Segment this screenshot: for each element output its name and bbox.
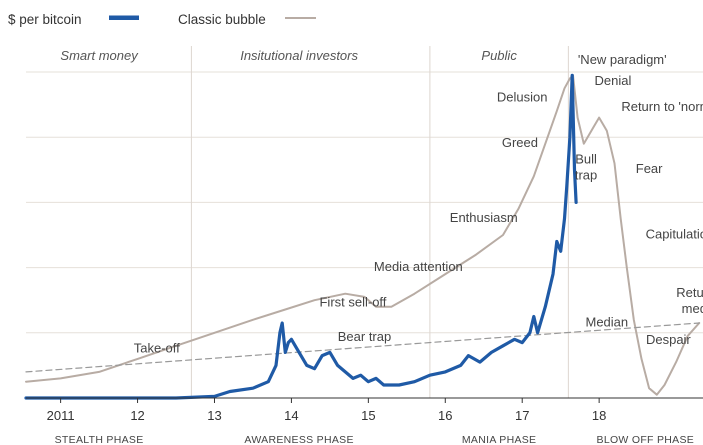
annotation-10: Bull	[575, 151, 597, 166]
x-tick-label-4: 15	[361, 408, 375, 423]
annotation-2: Bear trap	[338, 329, 391, 344]
x-tick-label-3: 14	[284, 408, 298, 423]
x-tick-label-0: 2011	[47, 408, 75, 423]
annotation-9: Return to 'normal'	[621, 99, 703, 114]
top-phase-label-0: Smart money	[60, 48, 139, 63]
top-phase-label-2: Public	[481, 48, 517, 63]
series-line--per-bitcoin	[24, 73, 578, 400]
series-line-median	[25, 322, 700, 373]
legend-btc-label: $ per bitcoin	[8, 12, 82, 27]
x-tick-label-2: 13	[207, 408, 221, 423]
x-tick-label-1: 12	[130, 408, 144, 423]
annotation-7: 'New paradigm'	[578, 52, 667, 67]
legend: $ per bitcoin Classic bubble	[8, 12, 316, 27]
annotation-5: Greed	[502, 135, 538, 150]
annotation-17: median	[682, 301, 703, 316]
top-phase-label-1: Insitutional investors	[240, 48, 358, 63]
annotation-13: Capitulation	[646, 226, 703, 241]
annotation-3: Media attention	[374, 259, 463, 274]
x-axis-ticks: 2011 12 13 14 15 16 17 18	[47, 398, 606, 423]
bottom-phase-labels: STEALTH PHASE AWARENESS PHASE MANIA PHASE B…	[55, 434, 694, 445]
annotation-0: Take-off	[134, 340, 180, 355]
annotation-14: Median	[586, 314, 629, 329]
annotation-8: Denial	[595, 73, 632, 88]
annotation-6: Delusion	[497, 89, 548, 104]
bottom-phase-label-3: BLOW OFF PHASE	[597, 434, 695, 445]
series-lines	[24, 73, 701, 400]
annotation-16: Return to	[676, 285, 703, 300]
annotation-11: trap	[575, 168, 597, 183]
legend-bubble-label: Classic bubble	[178, 12, 266, 27]
legend-btc-swatch	[109, 15, 139, 20]
annotation-1: First sell-off	[319, 295, 386, 310]
gridlines	[26, 71, 703, 334]
phase-dividers	[190, 46, 569, 398]
bottom-phase-label-0: STEALTH PHASE	[55, 434, 144, 445]
x-tick-label-6: 17	[515, 408, 529, 423]
stage-annotations: Take-off First sell-off Bear trap Media att…	[134, 52, 703, 356]
series-line-classic-bubble	[25, 74, 701, 396]
top-phase-labels: Smart money Insitutional investors Public	[60, 48, 517, 63]
bottom-phase-label-1: AWARENESS PHASE	[244, 434, 353, 445]
annotation-12: Fear	[636, 161, 663, 176]
x-tick-label-5: 16	[438, 408, 452, 423]
x-tick-label-7: 18	[592, 408, 606, 423]
annotation-4: Enthusiasm	[450, 210, 518, 225]
annotation-15: Despair	[646, 332, 691, 347]
bottom-phase-label-2: MANIA PHASE	[462, 434, 537, 445]
